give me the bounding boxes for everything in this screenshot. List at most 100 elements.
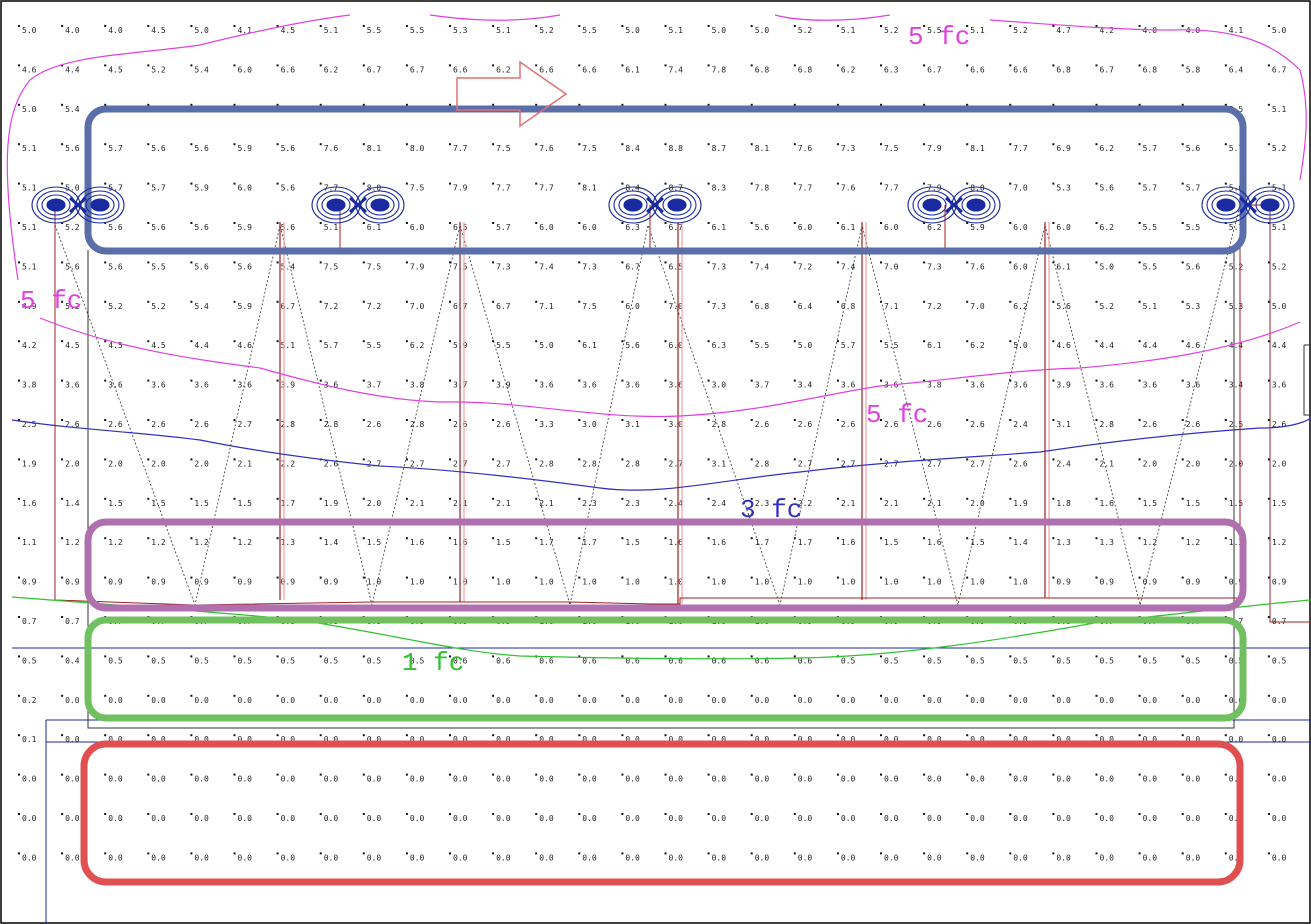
grid-value: 0.0 [539,814,554,823]
grid-value: 0.0 [1229,853,1244,862]
grid-point-marker [664,182,667,185]
grid-point-marker [449,64,451,67]
grid-point-marker [1052,300,1055,303]
grid-value: 0.0 [841,853,856,862]
grid-point-marker [18,419,20,421]
grid-value: 8.4 [625,144,640,153]
grid-value: 1.6 [669,538,684,547]
grid-value: 0.9 [1056,578,1071,587]
grid-value: 5.5 [1143,223,1158,232]
grid-value: 1.2 [194,538,209,547]
luminaires [31,186,1295,224]
grid-point-marker [880,222,882,224]
grid-point-marker [147,64,150,67]
grid-value: 0.0 [1272,775,1287,784]
grid-value: 4.4 [1143,341,1158,350]
grid-value: 0.0 [324,853,339,862]
grid-value: 3.6 [539,381,554,390]
grid-value: 2.6 [798,420,813,429]
grid-value: 6.6 [539,65,554,74]
grid-point-marker [1224,773,1227,776]
grid-value: 6.7 [1100,65,1115,74]
grid-point-marker [578,655,581,658]
grid-point-marker [276,103,279,106]
grid-point-marker [319,773,322,776]
grid-point-marker [449,813,451,815]
grid-point-marker [104,261,107,264]
grid-value: 6.5 [669,262,684,271]
grid-value: 0.5 [1100,656,1115,665]
grid-point-marker [707,25,710,27]
grid-value: 2.6 [496,420,511,429]
grid-point-marker [578,64,581,67]
grid-point-marker [1267,419,1270,421]
grid-value: 0.0 [927,814,942,823]
grid-value: 0.0 [582,696,597,705]
grid-value: 5.2 [151,65,166,74]
grid-value: 0.9 [194,578,209,587]
grid-value: 0.0 [970,735,985,744]
grid-value: 0.0 [1013,735,1028,744]
grid-point-marker [405,734,408,737]
grid-value: 0.6 [453,656,468,665]
grid-point-marker [1181,813,1184,815]
grid-point-marker [276,25,279,27]
grid-point-marker [707,300,710,303]
grid-value: 5.6 [151,144,166,153]
grid-point-marker [190,655,193,658]
grid-point-marker [578,182,581,185]
grid-value: 0.0 [1229,814,1244,823]
grid-value: 0.0 [539,853,554,862]
grid-value: 6.6 [281,65,296,74]
grid-value: 3.9 [281,381,296,390]
grid-value: 3.0 [582,420,597,429]
grid-point-marker [1224,182,1227,185]
grid-point-marker [190,261,193,264]
grid-value: 0.0 [151,735,166,744]
grid-point-marker [578,300,581,303]
grid-value: 1.5 [1229,499,1244,508]
grid-point-marker [319,261,322,264]
grid-point-marker [836,497,839,500]
grid-value: 0.0 [324,696,339,705]
grid-point-marker [1267,340,1270,343]
grid-point-marker [18,379,20,382]
grid-point-marker [1267,852,1270,855]
grid-value: 5.5 [1143,262,1158,271]
grid-point-marker [190,103,193,106]
grid-point-marker [18,497,20,500]
grid-value: 4.4 [1272,341,1287,350]
grid-value: 0.0 [1143,696,1158,705]
grid-value: 0.0 [884,735,899,744]
grid-point-marker [104,852,107,855]
grid-point-marker [707,103,710,106]
grid-value: 5.1 [281,341,296,350]
grid-point-marker [923,734,926,737]
grid-value: 7.2 [798,262,813,271]
grid-point-marker [1095,852,1098,855]
grid-point-marker [1224,64,1227,67]
grid-value: 7.7 [539,184,554,193]
grid-point-marker [104,813,107,815]
grid-value: 1.0 [884,578,899,587]
grid-point-marker [147,261,150,264]
grid-value: 0.5 [1056,656,1071,665]
grid-value: 1.5 [108,499,123,508]
grid-point-marker [923,813,926,815]
grid-point-marker [664,458,667,461]
grid-point-marker [1052,261,1055,264]
grid-value: 6.8 [755,302,770,311]
grid-point-marker [621,379,624,382]
grid-point-marker [147,182,150,185]
grid-value: 0.6 [755,656,770,665]
grid-point-marker [492,379,495,382]
grid-value: 5.5 [582,26,597,35]
grid-value: 7.5 [496,144,511,153]
grid-point-marker [18,458,20,461]
grid-value: 0.0 [582,735,597,744]
grid-value: 7.3 [496,262,511,271]
grid-value: 5.7 [1143,184,1158,193]
grid-value: 7.3 [712,302,727,311]
grid-point-marker [836,340,839,343]
grid-point-marker [750,773,753,776]
